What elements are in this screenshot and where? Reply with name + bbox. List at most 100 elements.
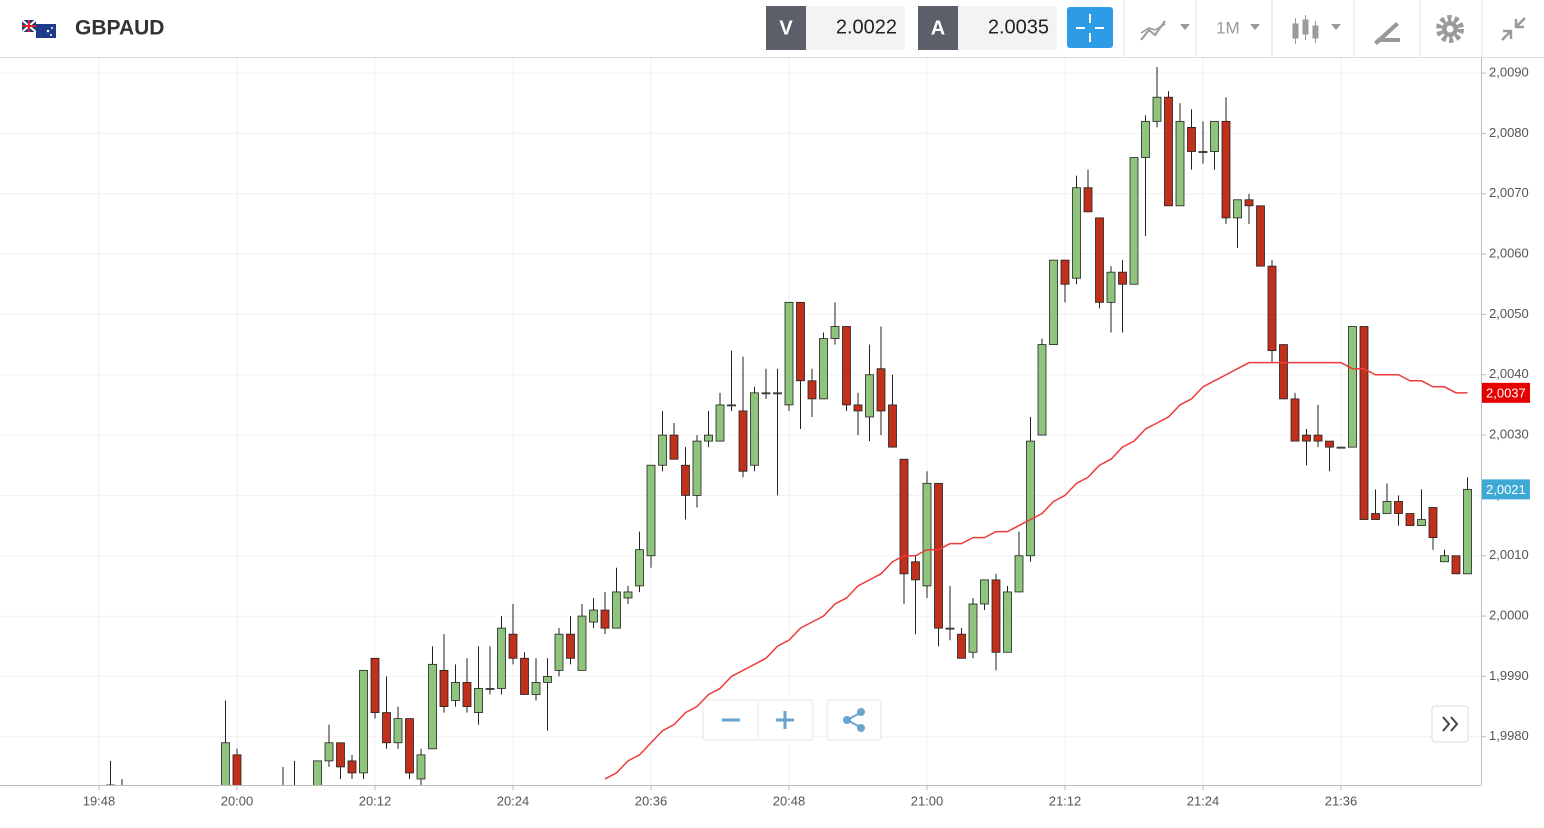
- x-tick-label: 21:12: [1049, 793, 1082, 808]
- candle-body: [508, 633, 518, 659]
- candle-body: [1198, 151, 1208, 153]
- candle-body: [474, 688, 483, 714]
- candle-body: [945, 627, 955, 630]
- candle-body: [773, 392, 782, 395]
- candle-body: [554, 633, 564, 671]
- scroll-to-end-button[interactable]: [1431, 705, 1469, 743]
- candle-body: [865, 374, 874, 418]
- y-tick-label: 2,0040: [1489, 366, 1529, 381]
- buy-label: A: [931, 17, 945, 39]
- candle-body: [658, 434, 667, 466]
- candle-body: [761, 392, 771, 395]
- x-tick-label: 20:24: [497, 793, 530, 808]
- candle-body: [1026, 440, 1035, 557]
- candle-body: [313, 760, 322, 785]
- candle-body: [646, 464, 656, 557]
- candle-body: [393, 718, 403, 744]
- candle-body: [589, 609, 598, 623]
- interval-button[interactable]: 1M: [1216, 18, 1260, 37]
- collapse-button[interactable]: [1501, 17, 1526, 41]
- y-tick-label: 2,0010: [1489, 547, 1529, 562]
- price-tag-label: 2,0037: [1486, 385, 1526, 400]
- drawing-button[interactable]: [1374, 22, 1400, 45]
- x-tick-label: 21:00: [911, 793, 944, 808]
- buy-button[interactable]: A 2.0035: [918, 6, 1057, 50]
- candle-body: [1037, 344, 1047, 436]
- candle-body: [1267, 265, 1277, 352]
- candle-body: [439, 669, 449, 707]
- zoom-in-button[interactable]: [760, 702, 812, 738]
- candle-body: [692, 440, 702, 496]
- candle-body: [382, 712, 391, 744]
- candle-body: [1359, 326, 1369, 520]
- candle-body: [635, 549, 644, 587]
- y-tick-label: 2,0080: [1489, 125, 1529, 140]
- candle-body: [1072, 187, 1081, 279]
- candle-body: [1244, 199, 1254, 207]
- candle-body: [830, 326, 840, 339]
- candle-body: [957, 633, 966, 659]
- x-tick-label: 20:48: [773, 793, 806, 808]
- x-tick-label: 20:36: [635, 793, 668, 808]
- candle-body: [1187, 126, 1196, 152]
- candle-body: [922, 482, 932, 587]
- candle-body: [531, 682, 541, 695]
- moving-average-line: [604, 361, 1468, 780]
- candle-body: [669, 434, 679, 460]
- candle-body: [543, 676, 552, 683]
- y-tick-label: 2,0000: [1489, 608, 1529, 623]
- candle-body: [1152, 96, 1162, 122]
- candle-body: [1256, 205, 1265, 267]
- candle-body: [807, 380, 817, 400]
- chart-type-button[interactable]: [1140, 20, 1190, 41]
- candle-body: [359, 669, 368, 774]
- candle-body: [279, 797, 287, 803]
- candle-body: [1060, 259, 1070, 285]
- candle-body: [370, 657, 380, 714]
- share-button[interactable]: [826, 699, 882, 741]
- candle-body: [1417, 519, 1426, 526]
- candle-body: [888, 404, 897, 448]
- candle-body: [497, 627, 506, 689]
- flag: [21, 19, 56, 38]
- x-tick-label: 20:00: [221, 793, 254, 808]
- candle-body: [416, 754, 426, 780]
- candle-body: [428, 663, 437, 750]
- y-tick-label: 1,9990: [1489, 668, 1529, 683]
- crosshair-button[interactable]: [1067, 7, 1113, 48]
- interval: 1M: [1216, 18, 1240, 37]
- candle-body: [796, 301, 805, 382]
- candle-body: [577, 615, 587, 671]
- candle-body: [1014, 555, 1024, 593]
- candle-body: [1382, 501, 1392, 514]
- x-tick-label: 21:24: [1187, 793, 1220, 808]
- candle-body: [451, 682, 460, 701]
- candle-body: [1221, 120, 1231, 219]
- candle-body: [727, 404, 736, 407]
- zoom-out-button[interactable]: [705, 702, 757, 738]
- candle-body: [899, 458, 909, 575]
- candle-body: [1129, 157, 1139, 285]
- candle-body: [911, 561, 920, 581]
- candle-body: [118, 791, 126, 797]
- y-tick-label: 1,9980: [1489, 728, 1529, 743]
- sell-button[interactable]: V 2.0022: [766, 6, 905, 50]
- candle-body: [750, 392, 759, 466]
- candle-body: [1325, 440, 1334, 448]
- toolbar-separators: [1123, 0, 1483, 57]
- candle-body: [934, 482, 943, 629]
- candle-body: [1095, 217, 1104, 303]
- candle-style-button[interactable]: [1292, 15, 1341, 44]
- candle-body: [566, 633, 575, 659]
- y-tick-label: 2,0060: [1489, 246, 1529, 261]
- candle-body: [1175, 120, 1185, 207]
- candle-body: [520, 657, 529, 695]
- settings-button[interactable]: [1436, 15, 1464, 43]
- candle-body: [819, 338, 828, 400]
- candle-body: [1141, 120, 1150, 158]
- candle-body: [1394, 501, 1403, 514]
- candle-body: [291, 791, 299, 797]
- candle-body: [1290, 398, 1300, 442]
